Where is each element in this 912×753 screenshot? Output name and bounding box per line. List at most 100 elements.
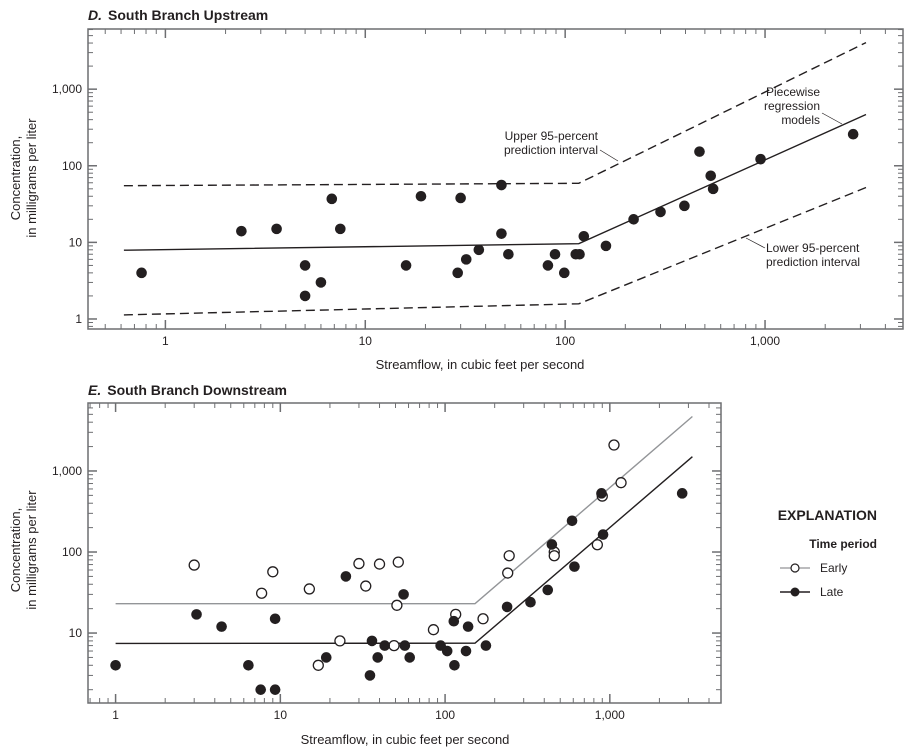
data-point-late [448, 615, 460, 627]
line-late [115, 456, 693, 645]
plot-frame [87, 28, 904, 330]
legend: EXPLANATION Time period Early Late [778, 507, 877, 599]
data-point-late [372, 652, 384, 663]
data-point-early [267, 566, 279, 578]
data-point-observations [694, 146, 705, 157]
data-point-late [269, 684, 281, 695]
data-point-observations [460, 254, 472, 265]
data-point-observations [847, 128, 859, 140]
annotation-upper-line1: Upper 95-percent [505, 129, 599, 143]
data-point-late [379, 640, 390, 651]
data-point-late [525, 596, 536, 608]
panel-e-title-text: South Branch Downstream [107, 382, 287, 398]
data-point-late [501, 601, 513, 613]
data-point-observations [542, 260, 554, 271]
data-point-late [569, 561, 580, 572]
data-point-late [399, 640, 411, 651]
legend-early-marker [790, 563, 800, 573]
data-point-observations [496, 179, 507, 191]
data-point-observations [335, 223, 346, 235]
data-point-early [615, 477, 627, 489]
data-point-early [334, 635, 346, 647]
line-early [115, 415, 693, 605]
annotation-model-line1: Piecewise [766, 85, 820, 99]
data-point-observations [315, 277, 327, 288]
data-point-early [388, 639, 400, 652]
data-point-observations [400, 260, 412, 271]
panel-e-xlabel: Streamflow, in cubic feet per second [301, 732, 510, 747]
panel-d-xlabel: Streamflow, in cubic feet per second [376, 357, 585, 372]
data-point-late [320, 652, 332, 663]
data-point-observations [503, 248, 514, 260]
panel-d-title-text: South Branch Upstream [108, 7, 268, 23]
data-point-observations [455, 192, 466, 204]
data-point-observations [558, 267, 570, 279]
annotation-lower-leader [745, 237, 766, 249]
data-point-observations [679, 200, 690, 212]
annotation-lower-line1: Lower 95-percent [766, 241, 860, 255]
data-point-early [303, 583, 315, 595]
data-point-early [360, 580, 372, 592]
line-upper-95-percent-prediction-interval [123, 41, 867, 187]
data-point-late [597, 529, 609, 540]
annotation-upper-line2: prediction interval [504, 143, 598, 157]
data-point-early [477, 613, 489, 625]
panel-e-ylabel-line2: in milligrams per liter [24, 490, 39, 610]
y-tick-label: 100 [62, 545, 82, 559]
data-point-observations [415, 190, 427, 202]
data-point-late [340, 571, 352, 582]
annotation-model-line3: models [781, 113, 820, 127]
data-point-late [480, 640, 492, 651]
data-point-early [427, 624, 440, 636]
data-point-early [591, 539, 603, 551]
data-point-observations [299, 260, 311, 271]
x-tick-label: 10 [274, 708, 288, 722]
data-point-observations [236, 225, 247, 237]
line-piecewise-regression-model [123, 113, 867, 251]
legend-title: EXPLANATION [778, 507, 877, 523]
y-tick-label: 100 [62, 159, 82, 173]
panel-e-south-branch-downstream: E. South Branch Downstream Concentration,… [8, 382, 877, 747]
data-point-early [548, 550, 560, 562]
line-lower-95-percent-prediction-interval [123, 186, 867, 316]
data-point-late [269, 613, 281, 625]
data-point-observations [600, 240, 612, 252]
data-point-early [255, 587, 268, 599]
data-point-observations [707, 183, 719, 195]
legend-late-marker [790, 587, 800, 597]
data-point-early [608, 439, 620, 451]
panel-e-plot-area: 1 10 100 1,000 10 100 1,000 [52, 402, 722, 722]
y-tick-label: 1,000 [52, 464, 82, 478]
panel-d-title: D. South Branch Upstream [88, 7, 268, 23]
data-point-late [546, 539, 558, 550]
data-point-late [404, 652, 416, 663]
data-point-observations [299, 290, 311, 302]
data-point-observations [326, 193, 338, 205]
legend-entry-early: Early [780, 561, 847, 575]
data-point-observations [628, 214, 639, 225]
data-point-observations [473, 244, 485, 256]
legend-subtitle: Time period [809, 537, 877, 551]
data-point-late [462, 621, 474, 632]
data-point-late [441, 645, 453, 657]
data-point-observations [452, 267, 464, 279]
panel-e-ylabel-line1: Concentration, [8, 508, 23, 593]
x-tick-label: 1,000 [595, 708, 625, 722]
annotation-model-line2: regression [764, 99, 820, 113]
data-point-early [503, 550, 515, 562]
data-point-observations [578, 231, 590, 242]
x-tick-label: 1 [162, 334, 169, 348]
data-point-observations [549, 248, 561, 260]
data-point-observations [755, 153, 766, 165]
data-point-late [398, 589, 409, 600]
panel-e-letter: E. [88, 382, 101, 398]
panel-d-south-branch-upstream: D. South Branch Upstream Concentration, i… [8, 7, 904, 372]
panel-d-ylabel-line2: in milligrams per liter [24, 118, 39, 238]
annotation-model-leader [821, 112, 843, 125]
data-point-observations [574, 248, 585, 260]
panel-d-ylabel-line1: Concentration, [8, 136, 23, 221]
y-tick-label: 1 [75, 312, 82, 326]
y-tick-label: 10 [69, 235, 83, 249]
legend-late-label: Late [820, 585, 844, 599]
